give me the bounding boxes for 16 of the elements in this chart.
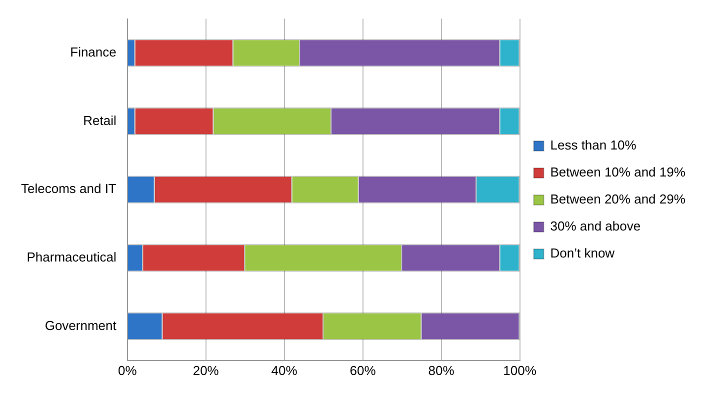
y-tick-label: Pharmaceutical [26,250,116,264]
legend-label: Don’t know [550,246,616,261]
x-tick-label: 0% [118,362,138,378]
x-tick-label: 100% [503,362,537,378]
y-tick-label: Retail [83,112,116,128]
y-tick-label: Telecoms and IT [21,181,116,196]
y-tick-label: Finance [70,44,116,60]
legend-label: 30% and above [550,218,641,234]
x-tick-label: 80% [428,362,455,378]
y-tick-label: Government [44,318,117,333]
x-tick-label: 20% [192,362,220,378]
legend-label: Between 20% and 29% [550,192,686,207]
x-tick-label: 60% [350,362,376,378]
x-tick-label: 40% [271,362,298,378]
legend-label: Less than 10% [550,138,637,153]
legend-label: Between 10% and 19% [550,164,686,180]
